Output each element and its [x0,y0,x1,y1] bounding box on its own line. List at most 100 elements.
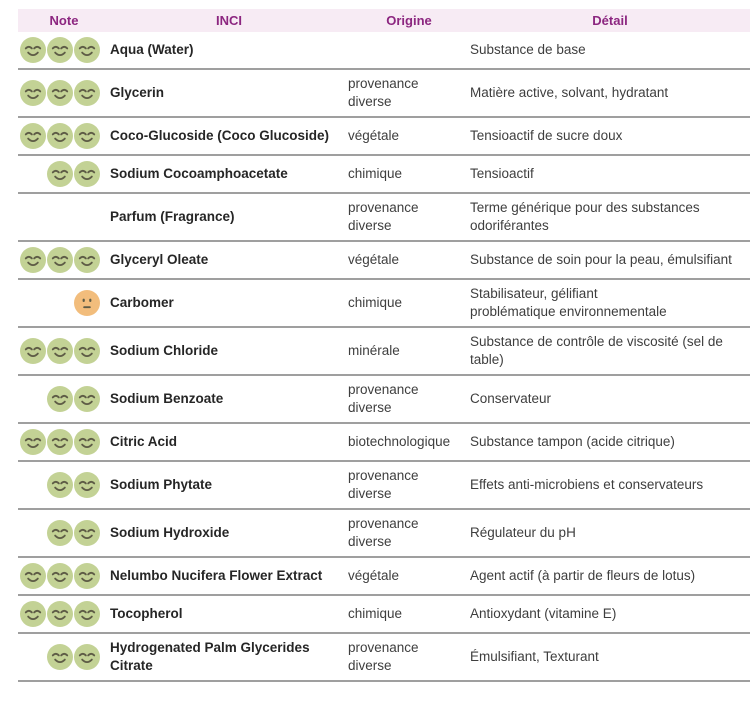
table-header-row: Note INCI Origine Détail [18,9,750,32]
happy-smiley-icon [74,644,100,670]
happy-smiley-icon [47,161,73,187]
note-rating [18,161,110,187]
happy-smiley-icon [47,644,73,670]
note-rating [18,80,110,106]
note-rating [18,247,110,273]
origine-value: provenance diverse [348,76,419,109]
table-row: Sodium Cocoamphoacetate chimique Tensioa… [18,156,750,194]
table-row: Glycerin provenance diverse Matière acti… [18,70,750,118]
origine-value: chimique [348,295,403,310]
origine-value: provenance diverse [348,516,419,549]
happy-smiley-icon [47,247,73,273]
happy-smiley-icon [74,563,100,589]
origine-value: provenance diverse [348,640,419,673]
detail-text: Antioxydant (vitamine E) [470,606,617,621]
origine-value: provenance diverse [348,468,419,501]
detail-text: Substance tampon (acide citrique) [470,434,675,449]
happy-smiley-icon [74,80,100,106]
origine-value: minérale [348,343,400,358]
inci-name: Nelumbo Nucifera Flower Extract [110,568,323,583]
inci-name: Sodium Phytate [110,477,213,492]
table-row: Carbomer chimique Stabilisateur, gélifia… [18,280,750,328]
happy-smiley-icon [20,37,46,63]
note-rating [18,429,110,455]
table-row: Sodium Hydroxide provenance diverse Régu… [18,510,750,558]
happy-smiley-icon [20,338,46,364]
happy-smiley-icon [74,601,100,627]
happy-smiley-icon [47,37,73,63]
happy-smiley-icon [74,520,100,546]
note-rating [18,520,110,546]
happy-smiley-icon [74,338,100,364]
neutral-smiley-icon [74,290,100,316]
column-header-detail: Détail [592,13,628,28]
happy-smiley-icon [47,520,73,546]
inci-name: Sodium Cocoamphoacetate [110,166,288,181]
happy-smiley-icon [47,563,73,589]
note-rating [18,338,110,364]
happy-smiley-icon [47,123,73,149]
note-rating [18,37,110,63]
table-row: Parfum (Fragrance) provenance diverse Te… [18,194,750,242]
table-row: Nelumbo Nucifera Flower Extract végétale… [18,558,750,596]
happy-smiley-icon [74,123,100,149]
origine-value: végétale [348,568,400,583]
happy-smiley-icon [47,601,73,627]
table-row: Citric Acid biotechnologique Substance t… [18,424,750,462]
happy-smiley-icon [20,601,46,627]
detail-text: Émulsifiant, Texturant [470,649,599,664]
inci-name: Sodium Hydroxide [110,525,230,540]
table-row: Tocopherol chimique Antioxydant (vitamin… [18,596,750,634]
detail-text: Agent actif (à partir de fleurs de lotus… [470,568,696,583]
table-body: Aqua (Water) Substance de base Glycerin … [18,32,750,682]
happy-smiley-icon [74,429,100,455]
table-row: Sodium Benzoate provenance diverse Conse… [18,376,750,424]
inci-name: Hydrogenated Palm Glycerides Citrate [110,640,310,673]
detail-text: Effets anti-microbiens et conservateurs [470,477,704,492]
table-row: Sodium Chloride minérale Substance de co… [18,328,750,376]
detail-text: Conservateur [470,391,552,406]
note-rating [18,563,110,589]
table-row: Glyceryl Oleate végétale Substance de so… [18,242,750,280]
inci-name: Citric Acid [110,434,178,449]
detail-text: Substance de contrôle de viscosité (sel … [470,334,723,367]
note-rating [18,601,110,627]
happy-smiley-icon [20,429,46,455]
happy-smiley-icon [47,429,73,455]
ingredient-table: Note INCI Origine Détail Aqua (Water) Su… [18,9,750,682]
inci-name: Sodium Benzoate [110,391,224,406]
detail-text: Tensioactif de sucre doux [470,128,623,143]
inci-name: Sodium Chloride [110,343,218,358]
table-row: Aqua (Water) Substance de base [18,32,750,70]
happy-smiley-icon [47,386,73,412]
column-header-note: Note [49,13,79,28]
table-row: Hydrogenated Palm Glycerides Citrate pro… [18,634,750,682]
happy-smiley-icon [20,247,46,273]
column-header-inci: INCI [216,13,242,28]
inci-name: Glycerin [110,85,165,100]
happy-smiley-icon [20,80,46,106]
table-row: Coco-Glucoside (Coco Glucoside) végétale… [18,118,750,156]
detail-text: Régulateur du pH [470,525,576,540]
note-rating [18,386,110,412]
table-row: Sodium Phytate provenance diverse Effets… [18,462,750,510]
happy-smiley-icon [47,338,73,364]
origine-value: provenance diverse [348,382,419,415]
inci-name: Coco-Glucoside (Coco Glucoside) [110,128,330,143]
origine-value: chimique [348,166,403,181]
happy-smiley-icon [74,472,100,498]
inci-name: Parfum (Fragrance) [110,209,235,224]
note-rating [18,472,110,498]
note-rating [18,644,110,670]
inci-name: Carbomer [110,295,174,310]
origine-value: provenance diverse [348,200,419,233]
happy-smiley-icon [74,247,100,273]
happy-smiley-icon [47,80,73,106]
column-header-origine: Origine [386,13,432,28]
inci-name: Glyceryl Oleate [110,252,209,267]
happy-smiley-icon [20,123,46,149]
happy-smiley-icon [20,563,46,589]
detail-text: Substance de base [470,42,586,57]
note-rating [18,290,110,316]
